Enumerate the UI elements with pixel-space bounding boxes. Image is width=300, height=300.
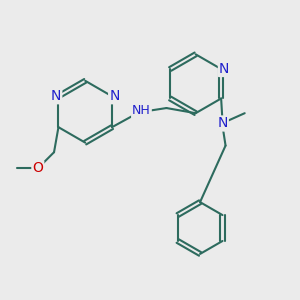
Text: O: O: [32, 161, 43, 176]
Text: NH: NH: [132, 104, 151, 118]
Text: N: N: [109, 89, 119, 103]
Text: N: N: [219, 62, 229, 76]
Text: N: N: [218, 116, 228, 130]
Text: N: N: [51, 89, 61, 103]
